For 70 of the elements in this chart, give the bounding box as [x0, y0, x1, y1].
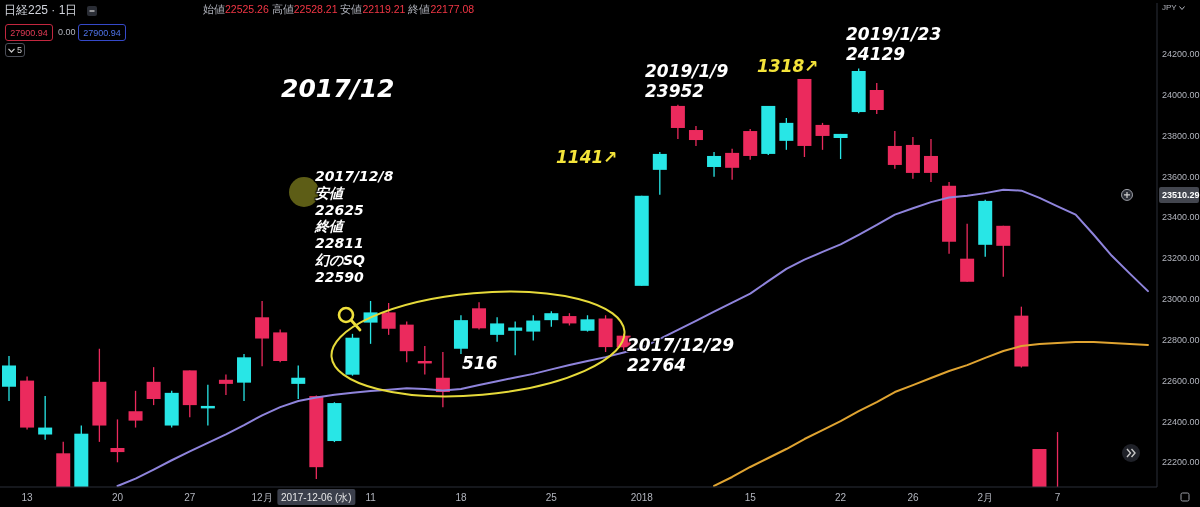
candlestick	[652, 151, 667, 196]
price-field: 27900.94	[5, 24, 53, 41]
x-tick-label: 11	[365, 491, 377, 503]
candlestick	[725, 148, 740, 181]
x-tick-label: 22	[835, 491, 847, 503]
candlestick	[815, 122, 830, 151]
x-tick-label: 20	[111, 491, 124, 503]
candlestick	[490, 316, 505, 343]
line-series	[116, 188, 1149, 487]
candlestick	[526, 314, 541, 342]
price-field: 27900.94	[78, 24, 126, 41]
x-tick-label: 25	[545, 491, 558, 503]
candlestick	[833, 133, 848, 160]
x-tick-label: 27	[184, 491, 196, 503]
toggle-button: 5	[5, 43, 25, 57]
candlestick	[472, 301, 487, 331]
annotation: 2019/1/9 23952	[645, 61, 729, 101]
annotation: 516	[462, 353, 498, 373]
candlestick	[670, 104, 685, 140]
candlestick	[707, 151, 722, 178]
chart-title: 日経225 · 1日	[4, 2, 78, 19]
x-tick-label: 12月	[251, 491, 273, 503]
y-tick-label: 23600.00	[1162, 171, 1200, 182]
candlestick	[146, 366, 161, 406]
y-tick-label: 24200.00	[1162, 49, 1200, 60]
candlestick	[381, 302, 396, 336]
annotation: 0.00	[58, 27, 76, 37]
annotation: 2019/1/23 24129	[846, 24, 942, 64]
candlestick	[779, 117, 794, 151]
chart-subtitle: 始値22525.26 高値22528.21 安値22119.21 終値22177.08	[203, 3, 475, 15]
candlestick	[960, 223, 975, 283]
annotation: 27900.94	[10, 27, 48, 38]
x-tick-label: 2月	[977, 491, 994, 503]
x-tick-label: 13	[21, 491, 34, 503]
y-tick-label: 23800.00	[1162, 130, 1200, 141]
y-tick-label: 23000.00	[1162, 294, 1200, 305]
annotation: 2017/12/8 安値 22625 終値 22811 幻のSQ 22590	[315, 168, 394, 286]
annotation: 27900.94	[83, 27, 121, 38]
candlestick	[38, 395, 53, 441]
x-tick-label: 7	[1054, 491, 1061, 503]
y-tick-label: 23400.00	[1162, 212, 1200, 223]
candlestick	[2, 355, 16, 402]
y-tick-label: 22800.00	[1162, 334, 1200, 345]
candlestick	[128, 390, 143, 429]
x-tick-label: 18	[455, 491, 467, 503]
y-tick-label: 24000.00	[1162, 89, 1200, 100]
candlestick	[291, 364, 306, 400]
x-tick-label: 26	[907, 491, 919, 503]
candlestick	[923, 138, 938, 183]
candlestick	[887, 130, 902, 170]
candlestick	[688, 125, 703, 147]
y-tick-label: 23200.00	[1162, 253, 1200, 264]
candlestick	[508, 320, 523, 356]
y-tick-label: 22600.00	[1162, 375, 1200, 386]
y-tick-label: 23510.29	[1162, 189, 1200, 200]
y-tick-label: 22400.00	[1162, 416, 1200, 427]
x-tick-label: 2017-12-06 (水)	[281, 491, 352, 503]
candlestick	[110, 418, 125, 463]
annotation: 5	[17, 45, 23, 55]
annotation: 1318↗	[757, 56, 819, 76]
annotation: 2017/12	[281, 74, 395, 104]
y-tick-label: 22200.00	[1162, 457, 1200, 468]
candlestick	[869, 82, 884, 115]
candlestick	[218, 373, 233, 396]
candlestick	[255, 300, 270, 367]
x-tick-label: 15	[744, 491, 757, 503]
annotation: 1141↗	[556, 147, 618, 167]
y-axis-title: JPY	[1162, 3, 1177, 12]
x-tick-label: 2018	[630, 491, 654, 503]
candlestick	[996, 225, 1011, 278]
